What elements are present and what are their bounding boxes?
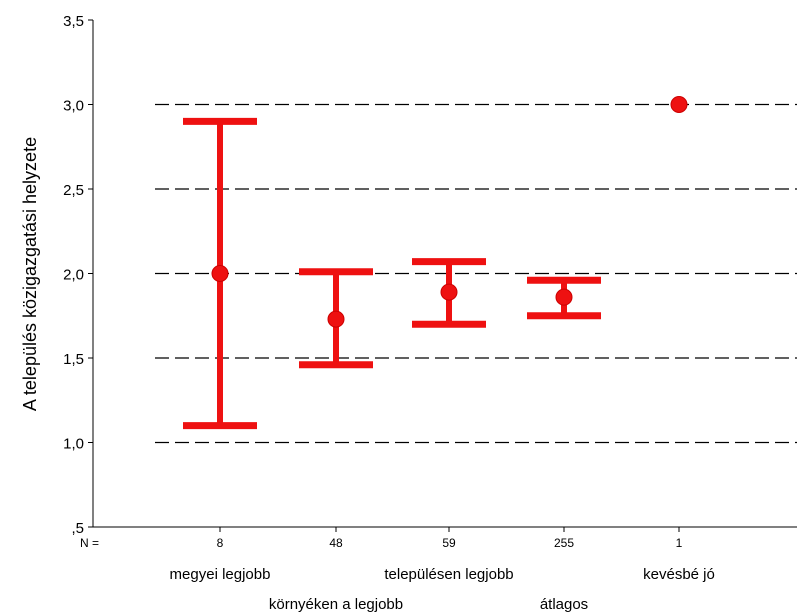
- n-value: 59: [442, 536, 456, 550]
- n-value: 255: [554, 536, 574, 550]
- x-ticks: 8 48 59 255 1: [217, 527, 683, 550]
- mean-point: [211, 265, 229, 282]
- y-tick-label: 3,0: [63, 98, 84, 115]
- category-label: megyei legjobb: [170, 566, 271, 583]
- y-tick-label: 3,5: [63, 13, 84, 30]
- category-label: átlagos: [540, 596, 588, 613]
- grid-lines: [155, 103, 797, 444]
- n-value: 1: [676, 536, 683, 550]
- y-tick-label: 2,5: [63, 182, 84, 199]
- y-ticks: ,5 1,0 1,5 2,0 2,5 3,0 3,5: [63, 13, 93, 537]
- n-label: N =: [80, 536, 99, 550]
- y-tick-label: ,5: [71, 520, 84, 537]
- n-value: 8: [217, 536, 224, 550]
- y-tick-label: 1,5: [63, 351, 84, 368]
- error-bars: [183, 96, 688, 430]
- mean-point: [440, 283, 458, 301]
- category-labels: megyei legjobb környéken a legjobb települ…: [170, 566, 715, 613]
- y-tick-label: 1,0: [63, 436, 84, 453]
- y-tick-label: 2,0: [63, 267, 84, 284]
- mean-point: [327, 310, 345, 328]
- category-label: kevésbé jó: [643, 566, 715, 583]
- category-label: környéken a legjobb: [269, 596, 403, 613]
- n-value: 48: [329, 536, 343, 550]
- mean-point: [670, 96, 688, 113]
- y-axis-label: A település közigazgatási helyzete: [20, 137, 40, 411]
- category-label: településen legjobb: [384, 566, 513, 583]
- mean-point: [555, 288, 573, 306]
